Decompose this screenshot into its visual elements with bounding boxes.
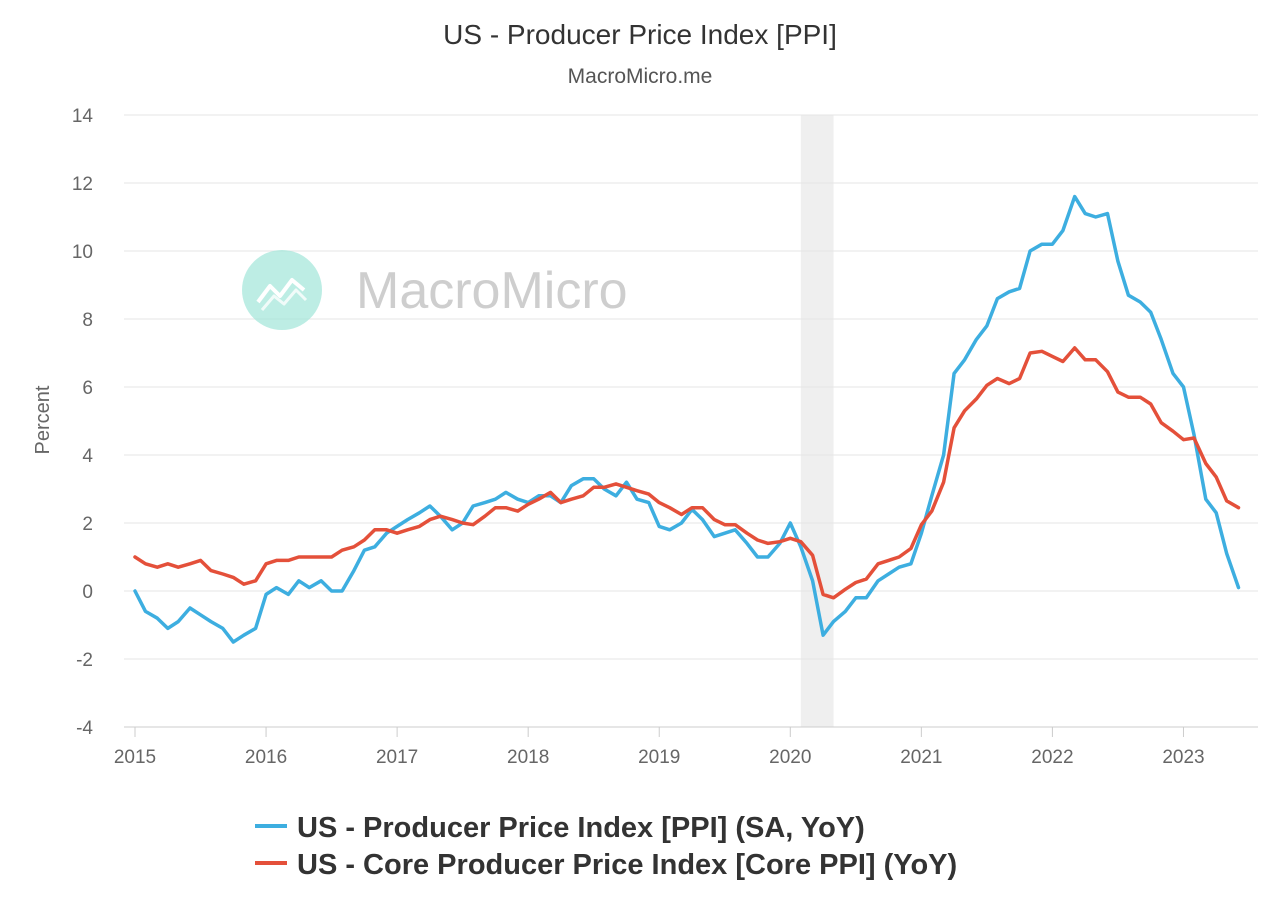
x-tick-label: 2015 [114, 747, 156, 768]
y-tick-label: 8 [82, 310, 93, 331]
y-tick-label: 6 [82, 378, 93, 399]
series-lines [133, 194, 1241, 644]
x-tick-label: 2023 [1162, 747, 1204, 768]
y-axis-title: Percent [32, 385, 54, 454]
legend-label-ppi: US - Producer Price Index [PPI] (SA, YoY… [297, 812, 865, 844]
recession-band-layer [800, 115, 834, 727]
legend-item-core-ppi[interactable]: US - Core Producer Price Index [Core PPI… [255, 849, 957, 881]
series-line-ppi[interactable] [133, 194, 1241, 644]
y-tick-label: -4 [76, 718, 93, 739]
x-tick-label: 2018 [507, 747, 549, 768]
y-tick-label: 14 [72, 106, 94, 127]
series-line-core-ppi[interactable] [133, 346, 1241, 600]
x-tick-label: 2019 [638, 747, 680, 768]
legend-item-ppi[interactable]: US - Producer Price Index [PPI] (SA, YoY… [255, 812, 865, 844]
y-tick-label: 4 [82, 446, 93, 467]
x-tick-label: 2020 [769, 747, 811, 768]
chart-subtitle: MacroMicro.me [568, 65, 713, 88]
y-tick-label: 10 [72, 242, 93, 263]
chart-legend[interactable]: US - Producer Price Index [PPI] (SA, YoY… [255, 812, 957, 881]
watermark-text: MacroMicro [356, 262, 628, 320]
y-tick-label: -2 [76, 650, 93, 671]
x-tick-label: 2021 [900, 747, 942, 768]
y-tick-label: 12 [72, 174, 93, 195]
recession-band [800, 115, 834, 727]
y-tick-label: 0 [82, 582, 93, 603]
gridlines [124, 114, 1258, 728]
x-tick-label: 2022 [1031, 747, 1073, 768]
watermark: MacroMicro [242, 250, 628, 330]
chart-title: US - Producer Price Index [PPI] [443, 19, 837, 50]
x-axis: 2015 2016 2017 2018 2019 2020 2021 2022 2023 [114, 727, 1205, 768]
x-tick-label: 2016 [245, 747, 287, 768]
watermark-chart-icon-secondary [260, 288, 308, 311]
legend-label-core-ppi: US - Core Producer Price Index [Core PPI… [297, 849, 957, 881]
y-tick-label: 2 [82, 514, 93, 535]
y-axis: -4 -2 0 2 4 6 8 10 12 14 [72, 106, 94, 739]
watermark-chart-icon [256, 278, 306, 304]
x-tick-label: 2017 [376, 747, 418, 768]
